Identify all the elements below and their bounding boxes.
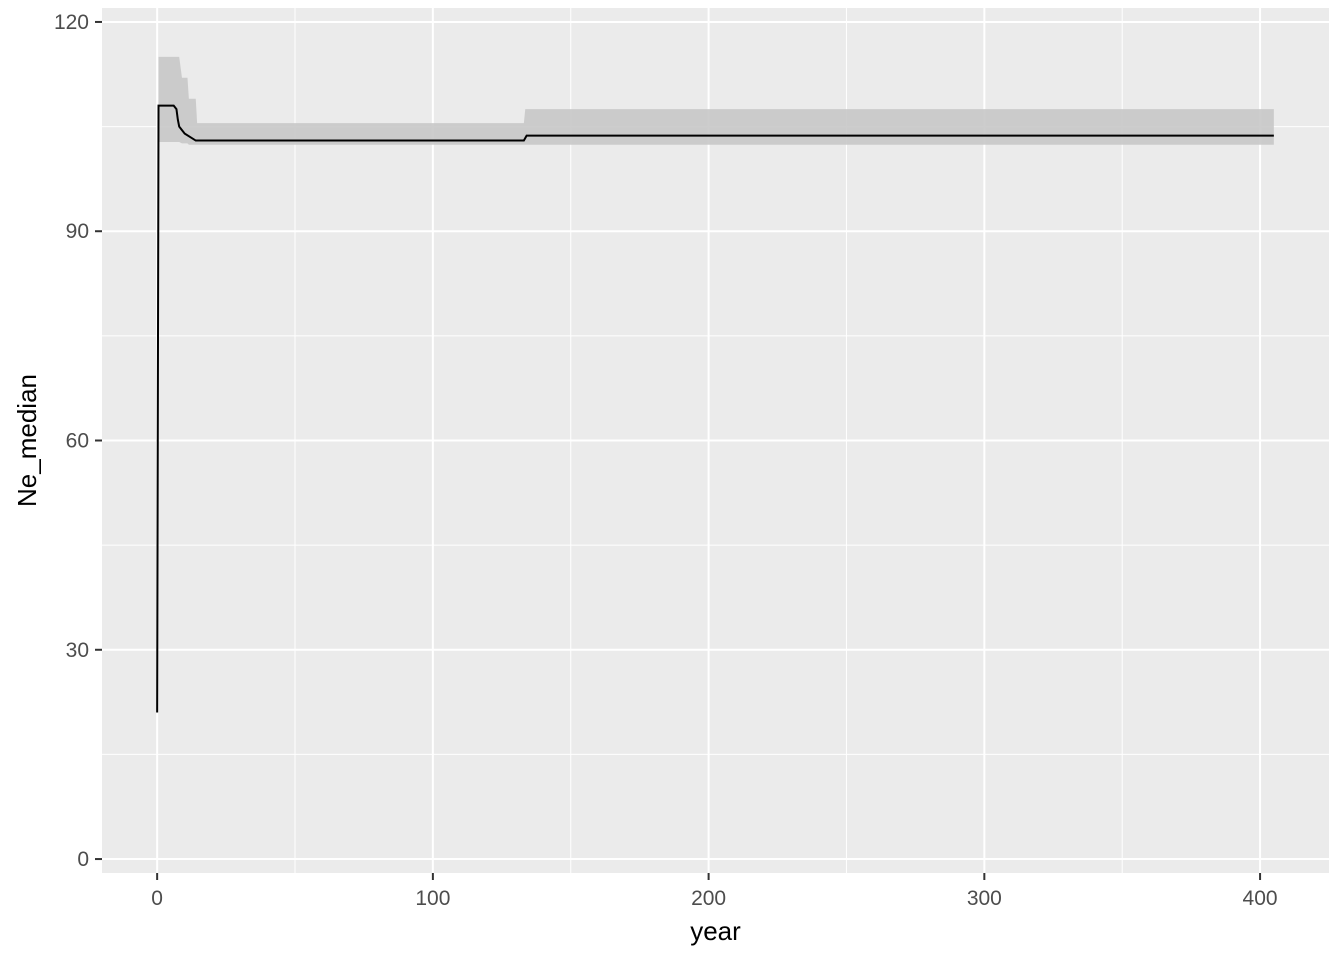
confidence-ribbon <box>158 56 1274 145</box>
ribbon-area <box>158 56 1274 145</box>
series-line <box>156 104 1274 713</box>
y-axis-title: Ne_median <box>12 374 42 507</box>
x-tick-label: 400 <box>1243 887 1278 910</box>
x-tick-label: 300 <box>967 887 1002 910</box>
x-tick-label: 200 <box>691 887 726 910</box>
y-tick-label: 90 <box>66 220 89 243</box>
y-tick-label: 0 <box>77 848 89 871</box>
y-tick-label: 120 <box>54 11 89 34</box>
y-tick-labels: 0 30 60 90 120 <box>54 11 89 871</box>
x-tick-label: 100 <box>415 887 450 910</box>
y-tick-label: 30 <box>66 639 89 662</box>
median-line <box>156 104 1274 713</box>
x-tick-label: 0 <box>151 887 163 910</box>
axis-ticks <box>95 20 1262 880</box>
major-gridlines <box>102 8 1329 873</box>
y-tick-label: 60 <box>66 430 89 453</box>
x-tick-labels: 0 100 200 300 400 <box>151 887 1277 910</box>
x-axis-title: year <box>690 916 741 946</box>
